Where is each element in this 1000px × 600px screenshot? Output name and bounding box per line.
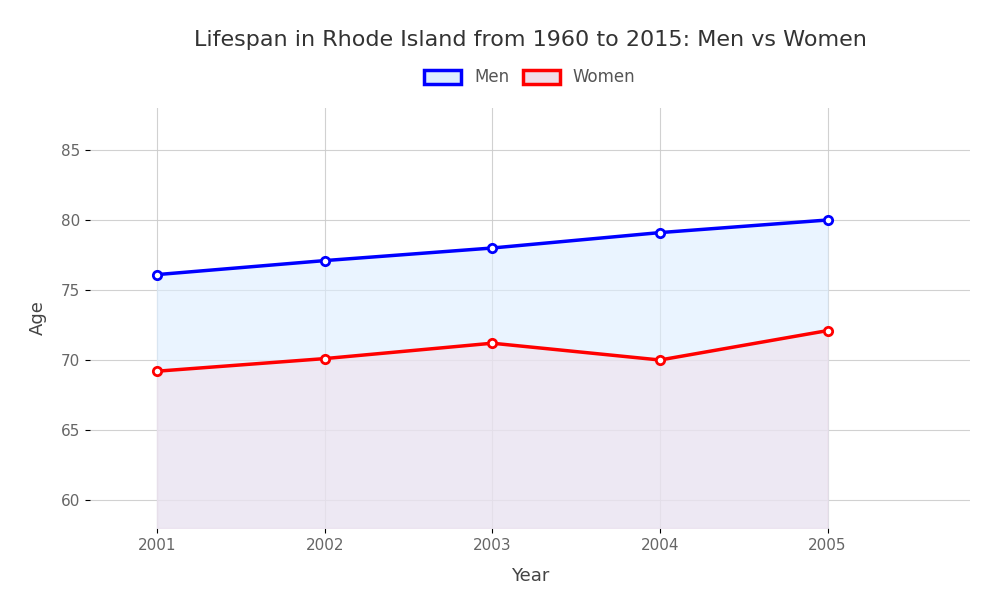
Title: Lifespan in Rhode Island from 1960 to 2015: Men vs Women: Lifespan in Rhode Island from 1960 to 20… <box>194 29 866 49</box>
X-axis label: Year: Year <box>511 566 549 584</box>
Legend: Men, Women: Men, Women <box>418 62 642 93</box>
Y-axis label: Age: Age <box>29 301 47 335</box>
